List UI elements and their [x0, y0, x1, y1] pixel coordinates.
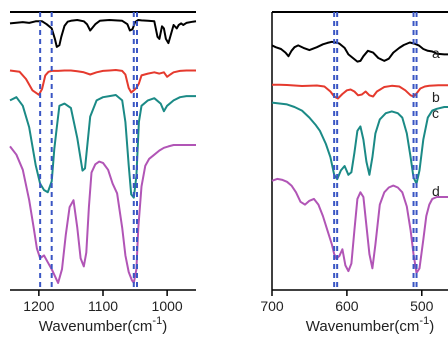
x-tick-label: 1200	[23, 298, 54, 314]
trace-label: c	[432, 105, 439, 121]
trace-label: b	[432, 89, 440, 105]
x-axis-ticks	[271, 290, 423, 296]
spectrum-trace	[9, 144, 196, 284]
x-tick-label: 700	[260, 298, 284, 314]
trace-label: d	[432, 183, 440, 199]
spectrum-trace	[271, 177, 448, 274]
peak-markers	[39, 12, 138, 290]
spectrum-trace	[9, 69, 196, 96]
x-axis-tick-labels: 1200 1100 1000	[23, 298, 183, 314]
x-axis-ticks	[38, 290, 168, 296]
spectrum-trace	[271, 40, 448, 63]
spectra-traces	[9, 19, 197, 284]
chart-panel-left: 1200 1100 1000 Wavenumber(cm-1)	[9, 11, 197, 335]
trace-label: a	[432, 45, 440, 61]
chart-panel-right: 700 600 500 a bc d Wavenumber(cm-1)	[260, 11, 448, 335]
peak-markers	[333, 12, 418, 290]
spectrum-trace	[272, 83, 448, 100]
x-tick-label: 1100	[88, 298, 118, 314]
spectrum-trace	[9, 94, 196, 199]
x-tick-label: 500	[410, 298, 434, 314]
x-tick-label: 1000	[152, 298, 183, 314]
x-axis-title: Wavenumber(cm-1)	[306, 315, 434, 335]
x-axis-tick-labels: 700 600 500	[260, 298, 433, 314]
spectrum-trace	[271, 101, 448, 185]
x-axis-title: Wavenumber(cm-1)	[39, 315, 167, 335]
x-tick-label: 600	[335, 298, 359, 314]
trace-labels: a bc d	[432, 45, 440, 199]
spectrum-trace	[9, 19, 197, 48]
spectra-traces	[271, 40, 448, 274]
